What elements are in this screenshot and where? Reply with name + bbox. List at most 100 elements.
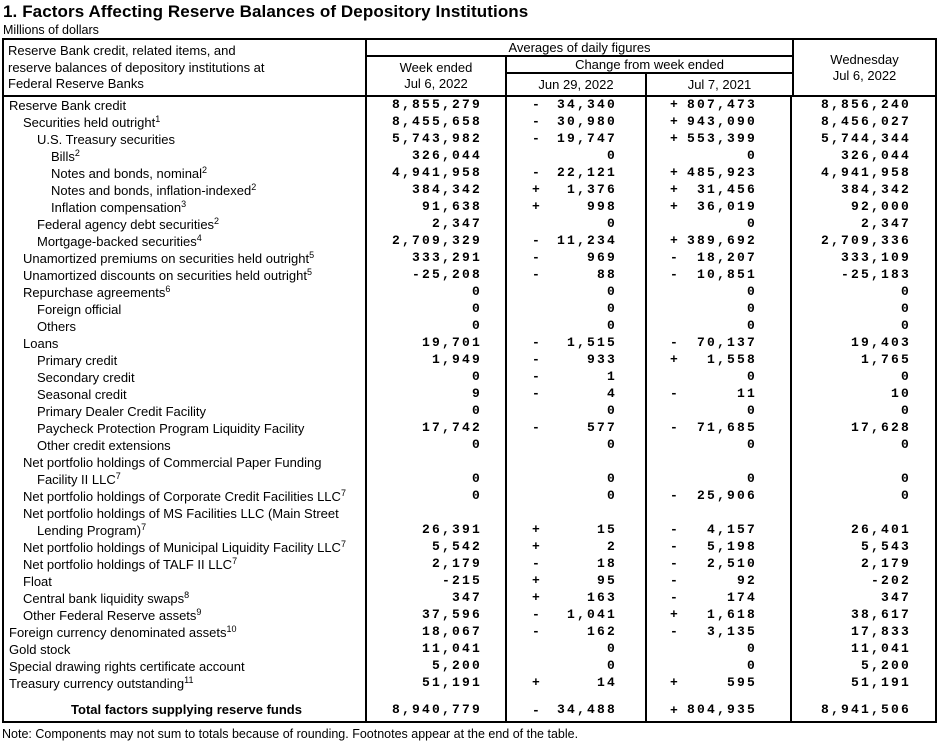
change-jul7-value: -71,685 — [647, 420, 792, 437]
row-label: Securities held outright1 — [4, 114, 367, 131]
table-row: Loans 19,701 -1,515 -70,137 19,403 — [4, 335, 935, 352]
row-label: Inflation compensation3 — [4, 199, 367, 216]
change-jun29-value: +95 — [507, 573, 647, 590]
change-jul7-value: +943,090 — [647, 114, 792, 131]
table-row: Notes and bonds, inflation-indexed2 384,… — [4, 182, 935, 199]
row-label: Secondary credit — [4, 369, 367, 386]
wednesday-value: -202 — [870, 573, 911, 588]
wednesday-value: 0 — [900, 437, 911, 452]
change-jul7-value: 0 — [647, 148, 792, 165]
wednesday-line1: Wednesday — [830, 51, 899, 67]
change-jun29-value: +163 — [507, 590, 647, 607]
table-row: Mortgage-backed securities4 2,709,329 -1… — [4, 233, 935, 250]
table-row: Net portfolio holdings of MS Facilities … — [4, 505, 935, 539]
row-label: Primary Dealer Credit Facility — [4, 403, 367, 420]
table-row: Treasury currency outstanding11 51,191 +… — [4, 675, 935, 692]
change-jun29-value: -34,340 — [507, 97, 647, 114]
change-jun29-value: +1,376 — [507, 182, 647, 199]
change-jun29-value: -1,041 — [507, 607, 647, 624]
change-jun29-value: 0 — [507, 216, 647, 233]
change-jul7-value: +807,473 — [647, 97, 792, 114]
row-label: Net portfolio holdings of Corporate Cred… — [4, 488, 367, 505]
row-label: Loans — [4, 335, 367, 352]
row-label: Mortgage-backed securities4 — [4, 233, 367, 250]
row-label: Float — [4, 573, 367, 590]
week-ended-value: 0 — [367, 301, 507, 318]
change-jul7-value: -3,135 — [647, 624, 792, 641]
change-jul7-value: 0 — [647, 658, 792, 675]
averages-subheaders: Week ended Jul 6, 2022 Change from week … — [367, 57, 792, 95]
change-jun29-value: 0 — [507, 488, 647, 505]
table-row: Federal agency debt securities2 2,347 0 … — [4, 216, 935, 233]
row-label: Others — [4, 318, 367, 335]
wednesday-value: 333,109 — [840, 250, 911, 265]
row-label: Net portfolio holdings of TALF II LLC7 — [4, 556, 367, 573]
table-row: Primary Dealer Credit Facility 0 0 0 0 — [4, 403, 935, 420]
row-label: Other Federal Reserve assets9 — [4, 607, 367, 624]
change-jul7-value: 0 — [647, 301, 792, 318]
wednesday-value: 0 — [900, 369, 911, 384]
row-label: Notes and bonds, inflation-indexed2 — [4, 182, 367, 199]
wednesday-value: 326,044 — [840, 148, 911, 163]
wednesday-value: 347 — [880, 590, 911, 605]
row-label: Central bank liquidity swaps8 — [4, 590, 367, 607]
week-ended-value: -25,208 — [367, 267, 507, 284]
table-row: Securities held outright1 8,455,658 -30,… — [4, 114, 935, 131]
stub-line-3: Federal Reserve Banks — [8, 76, 144, 91]
row-label: Seasonal credit — [4, 386, 367, 403]
wednesday-value: 11,041 — [850, 641, 911, 656]
change-jul7-value: -70,137 — [647, 335, 792, 352]
units-label: Millions of dollars — [3, 23, 99, 37]
change-jul7-value: -5,198 — [647, 539, 792, 556]
week-ended-value: 26,391 — [367, 505, 507, 539]
wednesday-value: 0 — [900, 318, 911, 333]
change-jun29-value: +998 — [507, 199, 647, 216]
wednesday-value: 38,617 — [850, 607, 911, 622]
week-ended-value: 91,638 — [367, 199, 507, 216]
table-row: Net portfolio holdings of Commercial Pap… — [4, 454, 935, 488]
table-row: U.S. Treasury securities 5,743,982 -19,7… — [4, 131, 935, 148]
row-label: Net portfolio holdings of Municipal Liqu… — [4, 539, 367, 556]
table-row: Repurchase agreements6 0 0 0 0 — [4, 284, 935, 301]
row-label: Bills2 — [4, 148, 367, 165]
wednesday-value: 0 — [900, 301, 911, 316]
week-ended-value: 0 — [367, 488, 507, 505]
week-ended-value: 1,949 — [367, 352, 507, 369]
change-jul7-value: -4,157 — [647, 505, 792, 539]
table-row: Reserve Bank credit 8,855,279 -34,340 +8… — [4, 97, 935, 114]
week-ended-value: 5,542 — [367, 539, 507, 556]
change-jul7-value: -25,906 — [647, 488, 792, 505]
wednesday-value: -25,183 — [840, 267, 911, 282]
week-ended-value: 37,596 — [367, 607, 507, 624]
week-ended-value: 0 — [367, 284, 507, 301]
change-jul7-value: 0 — [647, 216, 792, 233]
row-label: Unamortized discounts on securities held… — [4, 267, 367, 284]
wednesday-value: 17,833 — [850, 624, 911, 639]
change-jun29-value: 0 — [507, 403, 647, 420]
change-jun29-value: -18 — [507, 556, 647, 573]
week-ended-value: 0 — [367, 403, 507, 420]
week-ended-value: 9 — [367, 386, 507, 403]
table-row: Other Federal Reserve assets9 37,596 -1,… — [4, 607, 935, 624]
averages-header: Averages of daily figures — [367, 40, 792, 57]
week-ended-value: 384,342 — [367, 182, 507, 199]
week-ended-value: 326,044 — [367, 148, 507, 165]
table-row: Primary credit 1,949 -933 +1,558 1,765 — [4, 352, 935, 369]
week-ended-value: 2,179 — [367, 556, 507, 573]
table-row: Unamortized discounts on securities held… — [4, 267, 935, 284]
total-change-jul7-value: +804,935 — [647, 700, 792, 721]
week-ended-value: 347 — [367, 590, 507, 607]
change-jul7-value: +595 — [647, 675, 792, 692]
change-jul7-value: +31,456 — [647, 182, 792, 199]
wednesday-value: 26,401 — [850, 522, 911, 537]
wednesday-value: 10 — [890, 386, 911, 401]
total-week-ended-value: 8,940,779 — [367, 700, 507, 721]
table-row: Net portfolio holdings of Municipal Liqu… — [4, 539, 935, 556]
change-jul7-value: -174 — [647, 590, 792, 607]
week-ended-value: 18,067 — [367, 624, 507, 641]
change-jul7-value: -10,851 — [647, 267, 792, 284]
week-ended-value: 0 — [367, 454, 507, 488]
table-row: Inflation compensation3 91,638 +998 +36,… — [4, 199, 935, 216]
change-jul7-value: +389,692 — [647, 233, 792, 250]
table-row: Foreign official 0 0 0 0 — [4, 301, 935, 318]
